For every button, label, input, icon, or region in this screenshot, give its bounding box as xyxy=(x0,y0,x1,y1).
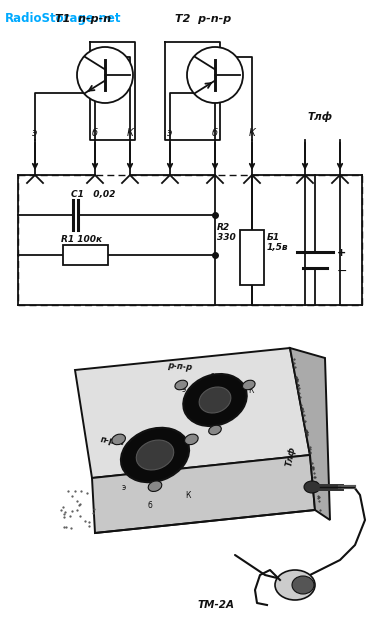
Polygon shape xyxy=(290,348,330,520)
Text: ТМ-2А: ТМ-2А xyxy=(198,600,235,610)
Text: б: б xyxy=(92,128,98,138)
Ellipse shape xyxy=(275,570,315,600)
Ellipse shape xyxy=(112,434,125,444)
Text: э: э xyxy=(182,385,186,394)
Ellipse shape xyxy=(148,481,162,491)
Text: Тлф: Тлф xyxy=(285,446,297,467)
Bar xyxy=(63,245,108,265)
Text: Тлф: Тлф xyxy=(307,111,333,122)
Ellipse shape xyxy=(183,374,247,426)
Text: э: э xyxy=(122,483,126,492)
Ellipse shape xyxy=(209,425,221,435)
Text: р-п-р: р-п-р xyxy=(167,361,192,372)
Text: C1   0,02: C1 0,02 xyxy=(71,190,115,199)
Ellipse shape xyxy=(199,387,231,413)
Text: −: − xyxy=(337,265,347,278)
Text: э: э xyxy=(167,128,173,138)
Text: э: э xyxy=(32,128,38,138)
Bar xyxy=(240,230,264,285)
Text: R1 100к: R1 100к xyxy=(61,235,102,244)
Text: R2
330: R2 330 xyxy=(217,222,236,242)
Circle shape xyxy=(187,47,243,103)
Ellipse shape xyxy=(292,576,314,594)
Text: б: б xyxy=(210,373,215,382)
Polygon shape xyxy=(75,348,310,478)
Ellipse shape xyxy=(121,428,189,483)
Text: T2  p-n-p: T2 p-n-p xyxy=(175,14,231,24)
Text: п-р-п: п-р-п xyxy=(100,434,125,447)
Text: +: + xyxy=(337,248,346,258)
Text: К: К xyxy=(248,386,253,395)
Text: б: б xyxy=(148,501,153,510)
Ellipse shape xyxy=(242,380,255,390)
Circle shape xyxy=(77,47,133,103)
Ellipse shape xyxy=(175,380,187,390)
Text: Б1
1,5в: Б1 1,5в xyxy=(267,232,289,252)
Text: К: К xyxy=(127,128,133,138)
Ellipse shape xyxy=(136,440,174,470)
Ellipse shape xyxy=(184,434,198,444)
Ellipse shape xyxy=(304,481,320,493)
Bar xyxy=(18,175,362,305)
Text: К: К xyxy=(249,128,256,138)
Polygon shape xyxy=(92,455,315,533)
Text: б: б xyxy=(212,128,218,138)
Text: RadioStorage.net: RadioStorage.net xyxy=(5,12,121,25)
Text: T1  n-p-n: T1 n-p-n xyxy=(55,14,111,24)
Text: К: К xyxy=(185,491,191,500)
